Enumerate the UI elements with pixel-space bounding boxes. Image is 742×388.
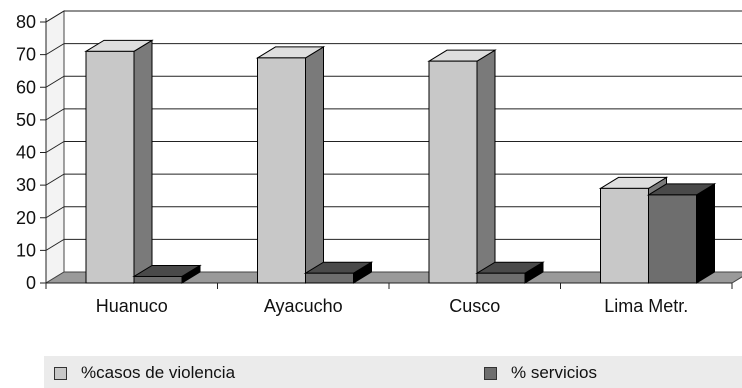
legend-label-violencia: %casos de violencia [81,363,236,382]
legend-swatch-servicios [484,366,497,380]
bar-s1-ayacucho [305,272,354,284]
bar-s0-cusco [428,60,478,284]
bar-s0-huanuco [85,50,135,284]
y-tick-label-70: 70 [16,45,36,65]
x-tick-label-ayacucho: Ayacucho [264,296,343,316]
gridline-side-30 [45,173,65,186]
bar-side-s0-ayacucho [305,45,324,284]
bar-side-s0-huanuco [133,39,153,284]
y-tick-label-40: 40 [16,143,36,163]
legend-swatch-violencia [54,366,67,380]
bar-s0-lima-metr- [600,187,649,284]
gridline-side-10 [45,238,65,251]
bar-chart-plot: 0 10 20 30 40 50 60 70 80 Huanuco Ayacucho Cusco Lim… [16,10,742,316]
bar-side-s1-lima-metr- [696,183,715,284]
gridline-side-20 [45,206,65,219]
legend-item-violencia: %casos de violencia [54,363,235,383]
gridline-side-40 [45,141,65,153]
y-tick-label-20: 20 [16,208,36,228]
x-tick-label-cusco: Cusco [449,296,500,316]
legend-item-servicios: % servicios [484,363,597,383]
bar-s0-ayacucho [257,57,306,284]
bar-side-s0-cusco [476,49,496,284]
bar-s1-cusco [476,272,526,284]
legend-label-servicios: % servicios [511,363,597,382]
x-tick-label-huanuco: Huanuco [96,296,168,316]
gridline-side-60 [45,75,65,88]
y-tick-label-0: 0 [26,273,36,293]
y-tick-label-60: 60 [16,77,36,97]
y-tick-label-30: 30 [16,175,36,195]
y-tick-label-10: 10 [16,240,36,260]
gridline-side-80 [45,10,65,23]
x-tick-label-lima-metr-: Lima Metr. [604,296,688,316]
bar-s1-huanuco [133,275,183,284]
y-tick-label-80: 80 [16,12,36,32]
bar-s1-lima-metr- [648,194,697,284]
gridline-side-70 [45,43,65,56]
gridline-side-50 [45,108,65,121]
legend: %casos de violencia % servicios [44,356,742,388]
y-tick-label-50: 50 [16,110,36,130]
